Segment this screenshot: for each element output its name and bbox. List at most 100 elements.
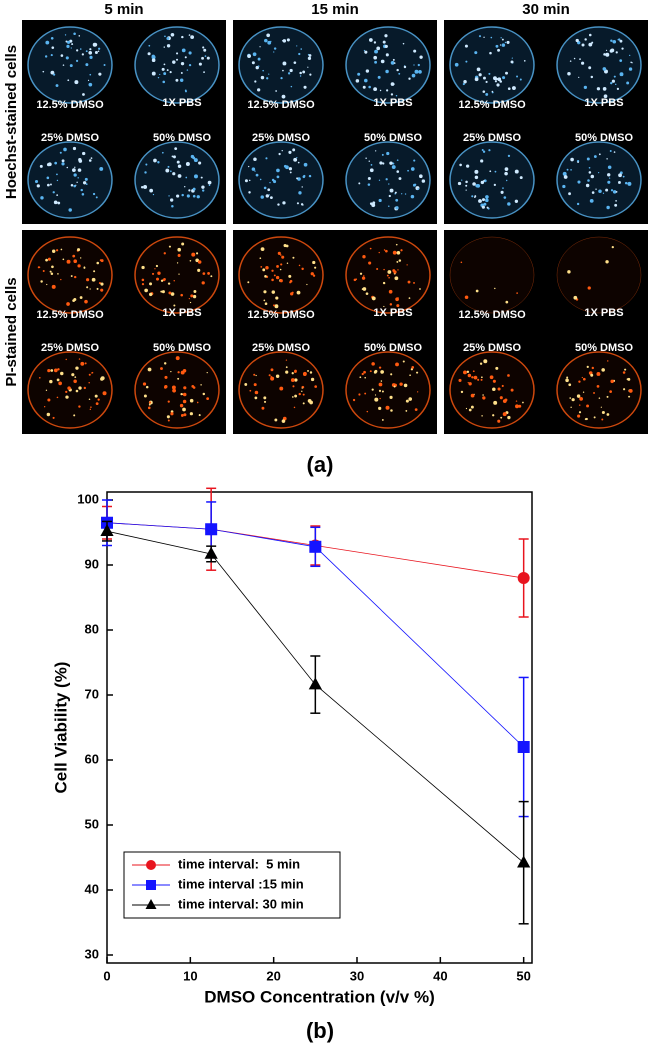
cell-dot <box>504 41 507 44</box>
cell-dot <box>78 358 81 360</box>
cell-dot <box>66 40 71 44</box>
cell-dot <box>502 187 504 189</box>
cell-dot <box>388 183 390 185</box>
cell-dot <box>61 159 65 163</box>
cell-dot <box>168 291 172 295</box>
cell-dot <box>285 359 288 361</box>
cell-dot <box>380 370 384 374</box>
cell-dot <box>192 187 196 191</box>
cell-dot <box>395 198 399 202</box>
cell-dot <box>184 89 187 92</box>
well <box>556 351 642 429</box>
cell-dot <box>383 281 385 284</box>
cell-dot <box>303 174 306 178</box>
cell-dot <box>466 370 470 374</box>
cell-dot <box>51 284 56 289</box>
cell-dot <box>519 78 522 81</box>
cell-dot <box>611 79 615 83</box>
cell-dot <box>268 374 271 377</box>
cell-dot <box>378 366 382 369</box>
cell-dot <box>78 386 82 390</box>
well-label: 25% DMSO <box>463 132 522 144</box>
cell-dot <box>475 289 479 293</box>
cell-dot <box>257 65 260 68</box>
cell-dot <box>170 292 175 296</box>
cell-dot <box>489 375 494 380</box>
cell-dot <box>266 33 271 38</box>
cell-dot <box>474 51 478 55</box>
cell-dot <box>504 171 508 176</box>
x-tick-label: 30 <box>350 968 364 983</box>
cell-dot <box>609 49 614 53</box>
legend-label: time interval :15 min <box>178 876 304 891</box>
cell-dot <box>261 406 265 410</box>
cell-dot <box>100 376 105 381</box>
cell-dot <box>287 72 291 75</box>
cell-dot <box>460 261 463 264</box>
cell-dot <box>97 398 100 401</box>
cell-dot <box>195 252 199 255</box>
cell-dot <box>82 93 85 96</box>
cell-dot <box>175 356 180 361</box>
cell-dot <box>94 394 98 398</box>
cell-dot <box>300 48 303 50</box>
cell-dot <box>408 77 411 80</box>
cell-dot <box>169 198 174 202</box>
cell-dot <box>185 161 190 166</box>
cell-dot <box>389 303 393 306</box>
cell-dot <box>39 164 43 168</box>
cell-dot <box>598 153 601 156</box>
cell-dot <box>165 168 170 173</box>
column-header: 15 min <box>311 1 359 18</box>
cell-dot <box>362 85 366 89</box>
cell-dot <box>352 398 356 402</box>
cell-dot <box>593 392 595 394</box>
cell-dot <box>577 180 581 184</box>
cell-dot <box>177 371 180 374</box>
cell-dot <box>466 164 470 168</box>
cell-dot <box>268 73 270 75</box>
cell-dot <box>40 196 44 200</box>
cell-dot <box>364 392 367 395</box>
cell-dot <box>471 376 474 379</box>
cell-dot <box>364 78 368 83</box>
cell-dot <box>162 80 166 84</box>
cell-dot <box>73 32 76 36</box>
x-tick-label: 10 <box>183 968 197 983</box>
well-label: 12.5% DMSO <box>458 309 526 321</box>
cell-dot <box>392 250 397 255</box>
cell-dot <box>371 388 374 391</box>
cell-dot <box>500 416 503 419</box>
cell-dot <box>77 177 79 179</box>
cell-dot <box>186 194 190 198</box>
cell-dot <box>374 49 378 54</box>
y-axis-label: Cell Viability (%) <box>51 662 70 794</box>
cell-dot <box>308 54 312 57</box>
cell-dot <box>393 385 396 388</box>
cell-dot <box>298 52 301 56</box>
cell-dot <box>72 146 77 151</box>
cell-dot <box>563 175 568 179</box>
cell-dot <box>396 159 399 162</box>
cell-dot <box>52 416 55 419</box>
cell-dot <box>260 265 263 268</box>
cell-dot <box>413 159 416 162</box>
cell-dot <box>83 266 86 269</box>
cell-dot <box>49 270 52 273</box>
well <box>556 141 642 219</box>
cell-dot <box>365 69 370 73</box>
cell-dot <box>601 410 605 414</box>
cell-dot <box>413 64 415 66</box>
cell-dot <box>398 72 401 75</box>
cell-dot <box>75 59 79 62</box>
cell-dot <box>613 151 616 153</box>
cell-dot <box>299 71 302 75</box>
cell-dot <box>140 186 144 189</box>
cell-dot <box>77 168 82 172</box>
cell-dot <box>66 302 70 306</box>
cell-dot <box>373 55 378 60</box>
cell-dot <box>285 366 288 369</box>
cell-dot <box>42 270 45 273</box>
well-label: 1X PBS <box>373 97 412 109</box>
well <box>449 141 535 219</box>
